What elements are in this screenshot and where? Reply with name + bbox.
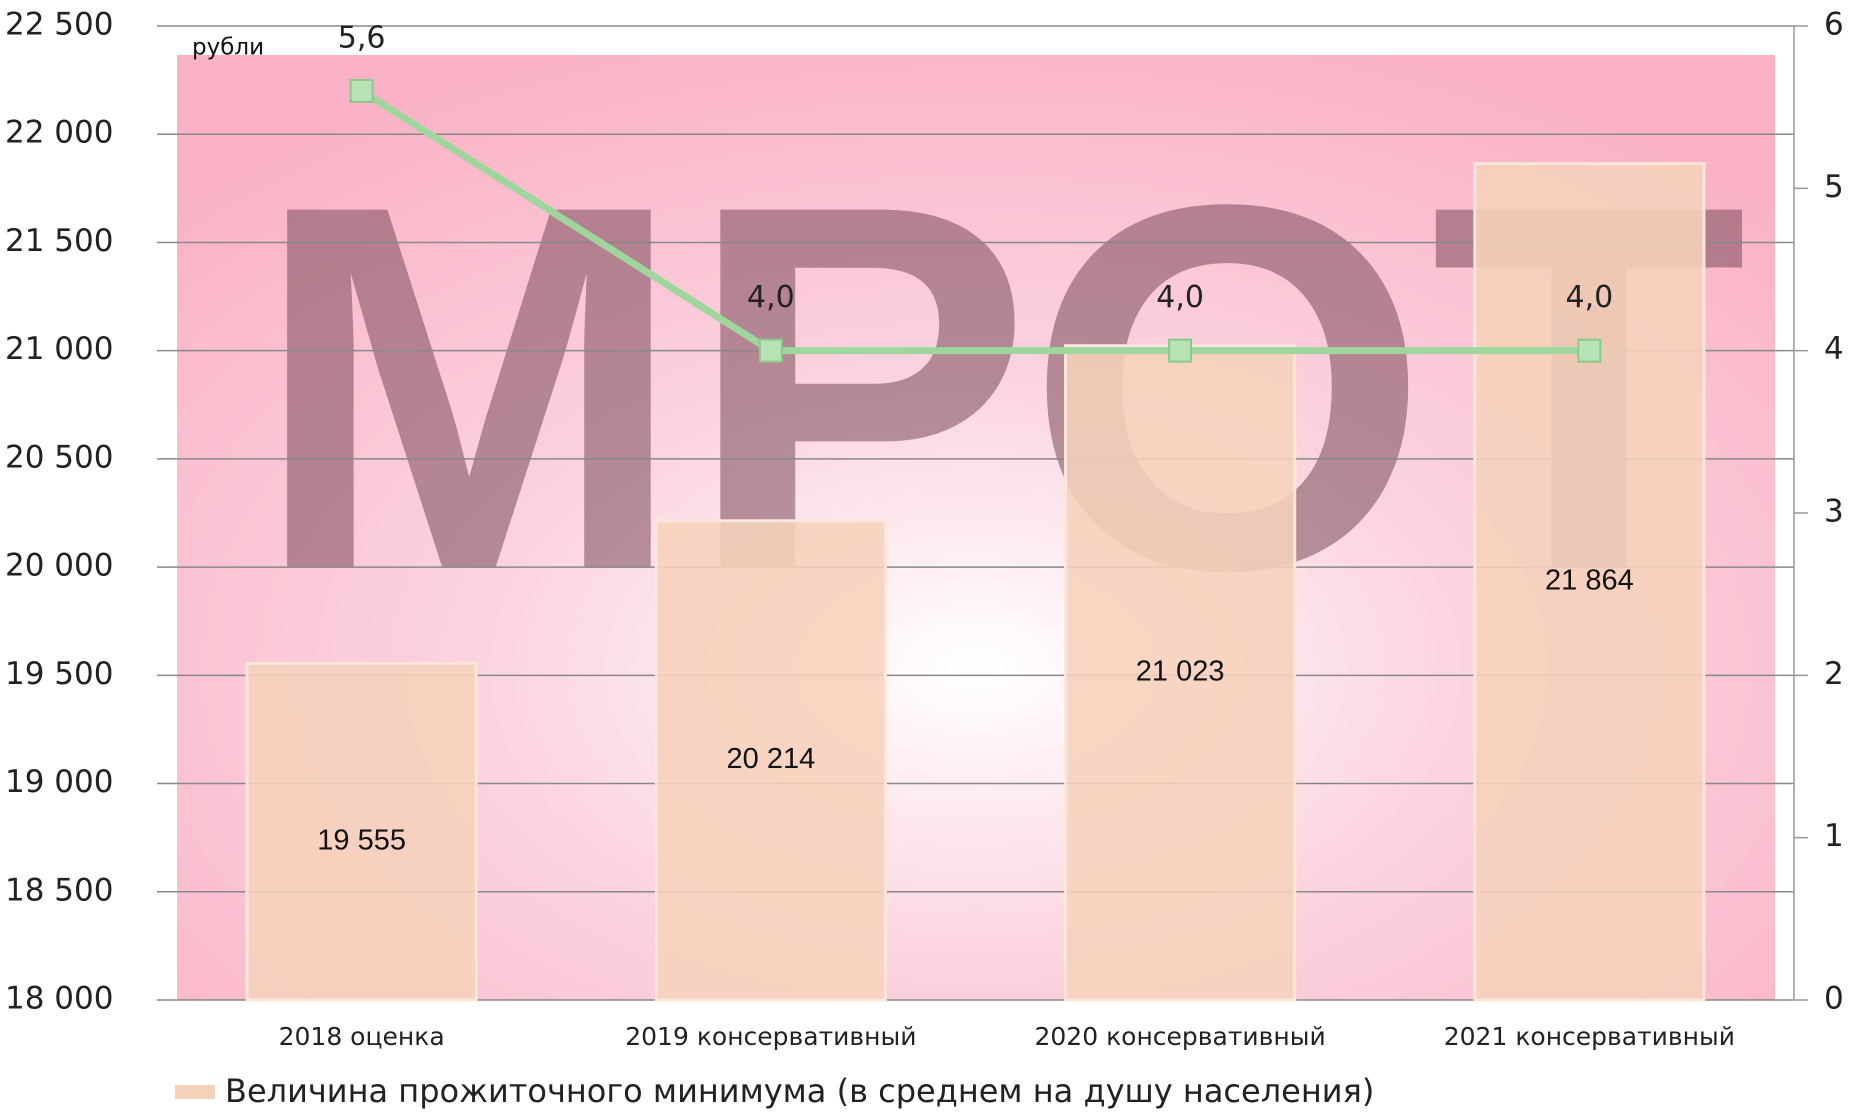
bar	[654, 519, 887, 1002]
line-value-label: 4,0	[1566, 280, 1614, 315]
y-tick-label: 19 000	[5, 764, 113, 800]
line-value-label: 4,0	[747, 280, 795, 315]
line	[359, 87, 1590, 355]
y2-tick-label: 3	[1824, 494, 1844, 530]
x-tick-label: 2020 консервативный	[1035, 1022, 1326, 1051]
bar	[1064, 344, 1297, 1002]
annotation: рубли	[192, 35, 264, 61]
line-value-label: 5,6	[338, 20, 386, 55]
y2-tick-label: 2	[1824, 656, 1844, 692]
line-marker	[349, 78, 374, 103]
y-tick-label: 22 500	[5, 7, 113, 43]
y-tick-label: 21 000	[5, 331, 113, 367]
x-tick-label: 2019 консервативный	[625, 1022, 916, 1051]
y-tick-label: 22 000	[5, 115, 113, 151]
bar	[245, 661, 478, 1002]
legend-swatch	[175, 1085, 215, 1099]
bar-value-label: 21 023	[1136, 656, 1225, 688]
line-marker	[1577, 338, 1602, 363]
bar	[1473, 162, 1706, 1002]
y-tick-label: 20 000	[5, 548, 113, 584]
y2-tick-label: 6	[1824, 7, 1844, 43]
line-marker	[1168, 338, 1193, 363]
y-tick-label: 21 500	[5, 223, 113, 259]
x-tick-label: 2021 консервативный	[1444, 1022, 1735, 1051]
y2-tick-label: 5	[1824, 169, 1844, 205]
y2-tick-label: 1	[1824, 818, 1844, 854]
y2-tick-label: 4	[1824, 331, 1844, 367]
y2-tick-label: 0	[1824, 981, 1844, 1017]
bar-value-label: 21 864	[1545, 564, 1634, 596]
bar-value-label: 19 555	[317, 824, 406, 856]
y-tick-label: 18 000	[5, 981, 113, 1017]
bar-value-label: 20 214	[727, 743, 816, 775]
y-tick-label: 19 500	[5, 656, 113, 692]
legend-label: Величина прожиточного минимума (в средне…	[225, 1072, 1374, 1110]
y-tick-label: 20 500	[5, 439, 113, 475]
line-value-label: 4,0	[1156, 280, 1204, 315]
line-marker	[758, 338, 783, 363]
x-tick-label: 2018 оценка	[279, 1022, 445, 1051]
y-tick-label: 18 500	[5, 872, 113, 908]
